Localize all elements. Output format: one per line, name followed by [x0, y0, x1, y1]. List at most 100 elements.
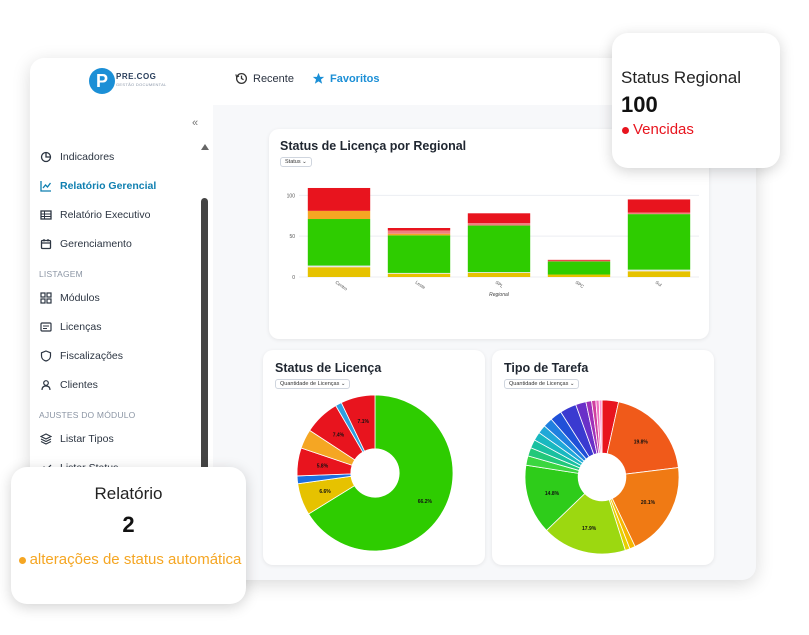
sidebar-section-ajustes: AJUSTES DO MÓDULO: [39, 410, 136, 420]
sidebar-item-clientes[interactable]: Clientes: [40, 375, 200, 395]
status-dot-icon: [622, 126, 629, 134]
logo-subtext: GESTÃO DOCUMENTAL: [116, 82, 167, 87]
slice-label: 5.8%: [317, 463, 329, 469]
pie-slice[interactable]: [606, 401, 679, 475]
bar-segment[interactable]: [547, 261, 611, 275]
bar-segment[interactable]: [387, 235, 451, 273]
sidebar-item-gerenciamento[interactable]: Gerenciamento: [40, 234, 200, 254]
sidebar-item-relatorio-executivo[interactable]: Relatório Executivo: [40, 205, 200, 225]
sidebar-item-label: Gerenciamento: [60, 238, 132, 250]
task-filter-dropdown[interactable]: Quantidade de Licenças ⌄: [504, 379, 580, 389]
dashboard-content: Status de Licença por Regional Status ⌄ …: [213, 105, 756, 580]
x-tick-label: Sul: [654, 280, 662, 288]
bar-segment[interactable]: [387, 272, 451, 274]
bar-segment[interactable]: [387, 230, 451, 234]
overlay-value: 2: [122, 512, 135, 537]
pie-slice[interactable]: [611, 467, 680, 548]
slice-label: 6.6%: [319, 489, 331, 495]
pie-slice[interactable]: [340, 394, 376, 452]
scroll-up-arrow-icon[interactable]: [201, 144, 209, 150]
bar-segment[interactable]: [627, 214, 691, 270]
slice-label: 20.1%: [641, 500, 656, 506]
bar-segment[interactable]: [467, 272, 531, 273]
overlay-status-text: Vencidas: [633, 121, 694, 138]
overlay-status: Vencidas: [622, 121, 694, 138]
overlay-status-text: alterações de status automática: [29, 551, 242, 568]
id-card-icon: [40, 322, 52, 332]
overlay-value: 100: [621, 92, 658, 117]
license-status-donut-chart: 66.2% 6.6% 5.8% 7.4% 7.1%: [296, 394, 454, 552]
x-tick-label: SPC: [574, 280, 585, 290]
table-icon: [40, 210, 52, 220]
sidebar-item-label: Fiscalizações: [60, 350, 124, 362]
overlay-label: Status Regional: [621, 68, 742, 87]
bar-segment[interactable]: [467, 225, 531, 273]
bar-segment[interactable]: [307, 219, 371, 266]
sidebar-item-indicadores[interactable]: Indicadores: [40, 147, 200, 167]
slice-label: 14.8%: [545, 491, 560, 497]
task-type-card: Tipo de Tarefa Quantidade de Licenças ⌄ …: [492, 350, 714, 565]
license-card-title: Status de Licença: [275, 361, 382, 375]
line-chart-icon: [40, 181, 52, 192]
bar-segment[interactable]: [547, 274, 611, 277]
bar-segment[interactable]: [307, 265, 371, 268]
history-icon: [235, 72, 248, 85]
chevron-down-icon: ⌄: [569, 381, 575, 387]
sidebar-item-modulos[interactable]: Módulos: [40, 288, 200, 308]
x-axis-label: Regional: [489, 292, 510, 298]
bar-segment[interactable]: [387, 233, 451, 236]
dropdown-value: Quantidade de Licenças: [509, 381, 569, 387]
collapse-sidebar-button[interactable]: «: [192, 117, 199, 129]
slice-label: 19.8%: [634, 440, 649, 446]
bar-segment[interactable]: [627, 269, 691, 272]
chevron-down-icon: ⌄: [302, 159, 307, 165]
bar-segment[interactable]: [467, 272, 531, 277]
slice-label: 66.2%: [418, 499, 433, 505]
sidebar-item-label: Licenças: [60, 321, 102, 333]
sidebar-scrollbar[interactable]: [201, 198, 208, 498]
bar-segment[interactable]: [387, 273, 451, 277]
pie-slice[interactable]: [545, 492, 626, 555]
overlay-label: Relatório: [94, 484, 163, 503]
sidebar-item-label: Relatório Gerencial: [60, 180, 157, 192]
sidebar-item-label: Clientes: [60, 379, 98, 391]
pie-slice[interactable]: [308, 394, 454, 552]
bar-segment[interactable]: [387, 228, 451, 231]
bar-segment[interactable]: [467, 223, 531, 226]
license-filter-dropdown[interactable]: Quantidade de Licenças ⌄: [275, 379, 351, 389]
pie-slice[interactable]: [598, 399, 603, 454]
pie-chart-icon: [40, 151, 52, 163]
bar-segment[interactable]: [307, 267, 371, 277]
status-regional-overlay-card: Status Regional 100 Vencidas: [612, 33, 780, 168]
bar-segment[interactable]: [547, 259, 611, 261]
sidebar-item-relatorio-gerencial[interactable]: Relatório Gerencial: [40, 176, 200, 196]
grid-icon: [40, 292, 52, 304]
sidebar-item-fiscalizacoes[interactable]: Fiscalizações: [40, 346, 200, 366]
user-icon: [41, 380, 51, 391]
x-tick-label: SPL: [494, 280, 504, 289]
sidebar-item-licencas[interactable]: Licenças: [40, 317, 200, 337]
bar-segment[interactable]: [307, 187, 371, 211]
sidebar-item-listar-tipos[interactable]: Listar Tipos: [40, 429, 200, 449]
task-type-donut-chart: 19.8% 20.1% 17.9% 14.8%: [524, 399, 680, 555]
bar-segment[interactable]: [627, 271, 691, 277]
slice-label: 17.9%: [582, 526, 597, 532]
y-tick-label: 50: [289, 234, 295, 240]
favorites-button[interactable]: Favoritos: [312, 72, 380, 85]
dropdown-value: Status: [285, 159, 301, 165]
recent-label: Recente: [253, 72, 294, 85]
bar-segment[interactable]: [307, 210, 371, 220]
bar-segment[interactable]: [547, 260, 611, 262]
slice-label: 7.4%: [333, 433, 345, 439]
recent-button[interactable]: Recente: [235, 72, 294, 85]
bar-segment[interactable]: [627, 199, 691, 213]
bar-segment[interactable]: [467, 213, 531, 224]
status-dot-icon: [18, 556, 26, 564]
regional-card-title: Status de Licença por Regional: [280, 139, 467, 153]
star-icon: [312, 72, 325, 84]
relatorio-overlay-card: Relatório 2 alterações de status automát…: [11, 467, 246, 604]
calendar-icon: [40, 239, 52, 250]
dropdown-value: Quantidade de Licenças: [280, 381, 340, 387]
bar-segment[interactable]: [627, 212, 691, 215]
regional-filter-dropdown[interactable]: Status ⌄: [280, 157, 312, 167]
